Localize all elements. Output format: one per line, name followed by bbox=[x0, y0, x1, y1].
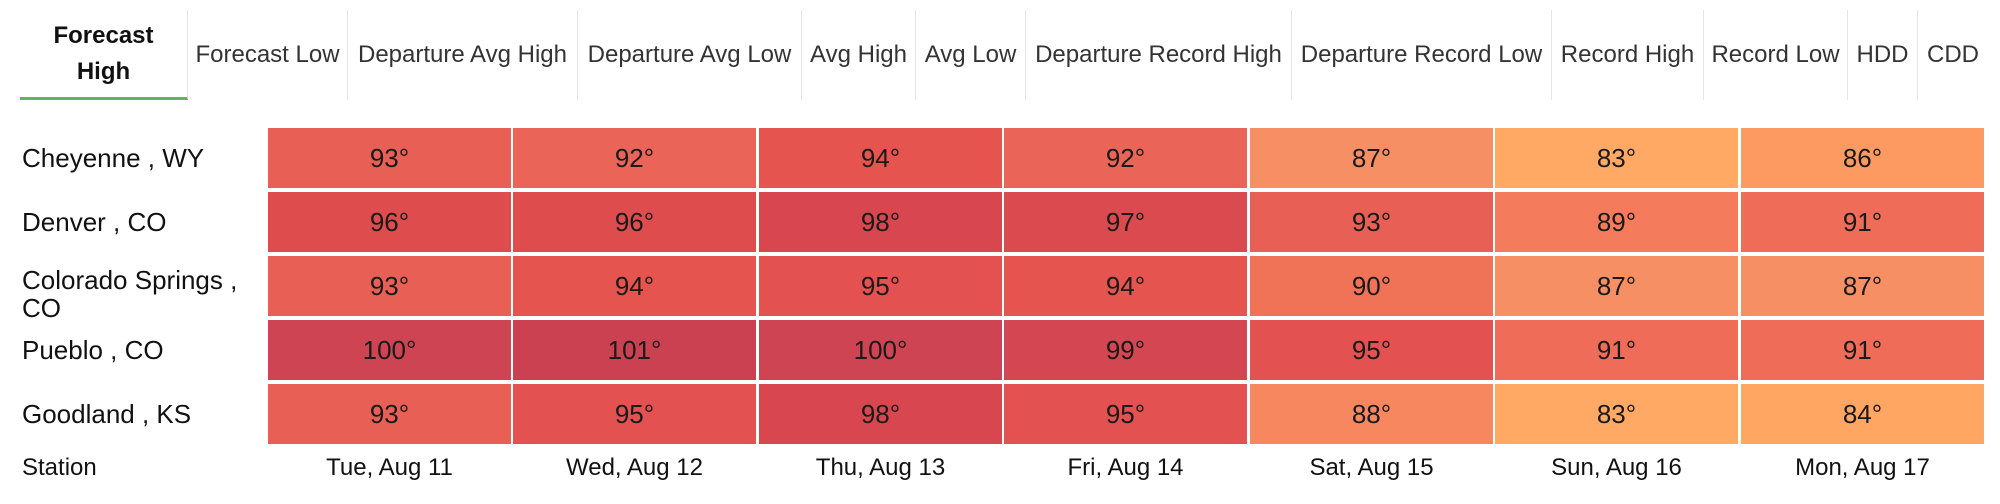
station-name: Cheyenne , WY bbox=[22, 143, 205, 173]
temperature-cell: 93° bbox=[268, 384, 511, 444]
metric-tabs: Forecast High Forecast Low Departure Avg… bbox=[20, 10, 1988, 100]
temperature-cell: 87° bbox=[1741, 256, 1984, 316]
temperature-cell: 94° bbox=[513, 256, 756, 316]
temperature-cell: 96° bbox=[268, 192, 511, 252]
temperature-cell: 91° bbox=[1495, 320, 1738, 380]
temperature-cell: 95° bbox=[759, 256, 1002, 316]
temperature-cell: 84° bbox=[1741, 384, 1984, 444]
date-label: Thu, Aug 13 bbox=[815, 454, 946, 481]
temperature-cell: 87° bbox=[1495, 256, 1738, 316]
temperature-cell: 88° bbox=[1250, 384, 1493, 444]
date-label: Sat, Aug 15 bbox=[1309, 454, 1434, 481]
tab-departure-record-low[interactable]: Departure Record Low bbox=[1292, 10, 1552, 100]
temperature-cell: 93° bbox=[1250, 192, 1493, 252]
station-column-header: Station bbox=[22, 454, 97, 481]
temperature-cell: 98° bbox=[759, 192, 1002, 252]
temperature-cell: 95° bbox=[513, 384, 756, 444]
temperature-cell: 90° bbox=[1250, 256, 1493, 316]
temperature-cell: 101° bbox=[513, 320, 756, 380]
tab-record-low[interactable]: Record Low bbox=[1704, 10, 1848, 100]
temperature-cell: 83° bbox=[1495, 384, 1738, 444]
temperature-cell: 94° bbox=[759, 128, 1002, 188]
temperature-cell: 92° bbox=[1004, 128, 1247, 188]
station-name: Goodland , KS bbox=[22, 399, 192, 429]
tab-hdd[interactable]: HDD bbox=[1848, 10, 1918, 100]
temperature-cell: 97° bbox=[1004, 192, 1247, 252]
temperature-cell: 93° bbox=[268, 128, 511, 188]
temperature-cell: 86° bbox=[1741, 128, 1984, 188]
date-label: Sun, Aug 16 bbox=[1551, 454, 1682, 481]
tab-departure-avg-low[interactable]: Departure Avg Low bbox=[578, 10, 802, 100]
station-name: Denver , CO bbox=[22, 207, 167, 237]
station-name: Colorado Springs , CO bbox=[22, 265, 238, 323]
station-name: Pueblo , CO bbox=[22, 335, 164, 365]
temperature-cell: 89° bbox=[1495, 192, 1738, 252]
tab-forecast-high[interactable]: Forecast High bbox=[20, 10, 188, 100]
tab-cdd[interactable]: CDD bbox=[1927, 41, 1979, 68]
temperature-cell: 96° bbox=[513, 192, 756, 252]
temperature-cell: 83° bbox=[1495, 128, 1738, 188]
temperature-cell: 100° bbox=[759, 320, 1002, 380]
temperature-cell: 98° bbox=[759, 384, 1002, 444]
date-label: Wed, Aug 12 bbox=[566, 454, 703, 481]
tab-record-high[interactable]: Record High bbox=[1552, 10, 1704, 100]
temperature-cell: 92° bbox=[513, 128, 756, 188]
tab-avg-high[interactable]: Avg High bbox=[802, 10, 916, 100]
temperature-cell: 93° bbox=[268, 256, 511, 316]
temperature-cell: 91° bbox=[1741, 192, 1984, 252]
tab-departure-avg-high[interactable]: Departure Avg High bbox=[348, 10, 578, 100]
temperature-cell: 100° bbox=[268, 320, 511, 380]
date-label: Tue, Aug 11 bbox=[326, 454, 453, 481]
temperature-cell: 87° bbox=[1250, 128, 1493, 188]
temperature-cell: 95° bbox=[1004, 384, 1247, 444]
temperature-cell: 94° bbox=[1004, 256, 1247, 316]
temperature-cell: 99° bbox=[1004, 320, 1247, 380]
tab-forecast-low[interactable]: Forecast Low bbox=[188, 10, 348, 100]
date-label: Mon, Aug 17 bbox=[1795, 454, 1930, 481]
temperature-cell: 95° bbox=[1250, 320, 1493, 380]
temperature-cell: 91° bbox=[1741, 320, 1984, 380]
date-label: Fri, Aug 14 bbox=[1067, 454, 1184, 481]
tab-avg-low[interactable]: Avg Low bbox=[916, 10, 1026, 100]
tab-departure-record-high[interactable]: Departure Record High bbox=[1026, 10, 1292, 100]
